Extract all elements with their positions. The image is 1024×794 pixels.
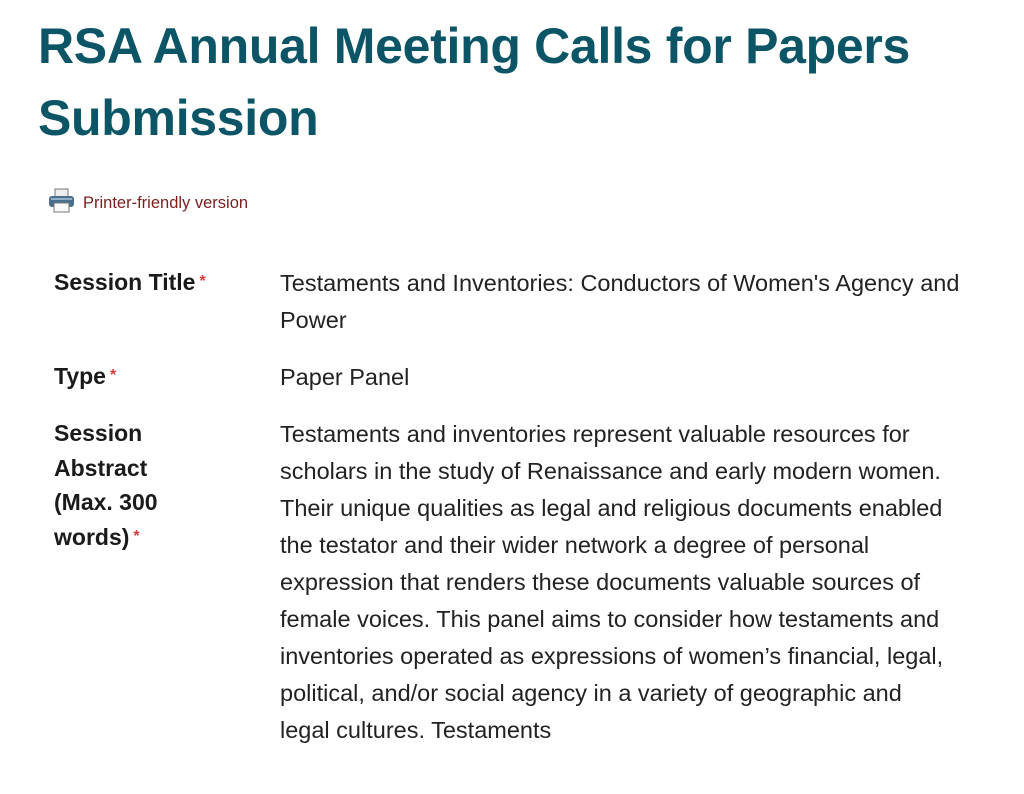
field-label: Session Title [54,269,196,295]
printer-friendly-link[interactable]: Printer-friendly version [48,188,248,219]
field-value: Testaments and inventories represent val… [280,421,944,743]
printer-friendly-label: Printer-friendly version [83,194,249,212]
printer-icon [48,188,75,219]
required-marker: * [109,367,117,384]
field-label: Type [54,363,106,389]
field-value: Testaments and Inventories: Conductors o… [280,270,960,333]
field-type: Type * Paper Panel [54,359,960,396]
field-session-abstract: Session Abstract (Max. 300 words) * Testa… [54,416,948,749]
required-marker: * [133,527,140,545]
field-label: Session Abstract (Max. 300 words) [54,420,158,550]
required-marker: * [199,273,206,290]
page-title: RSA Annual Meeting Calls for Papers Subm… [38,18,911,146]
field-value: Paper Panel [280,364,410,390]
field-session-title: Session Title * Testaments and Inventorie… [54,265,960,339]
